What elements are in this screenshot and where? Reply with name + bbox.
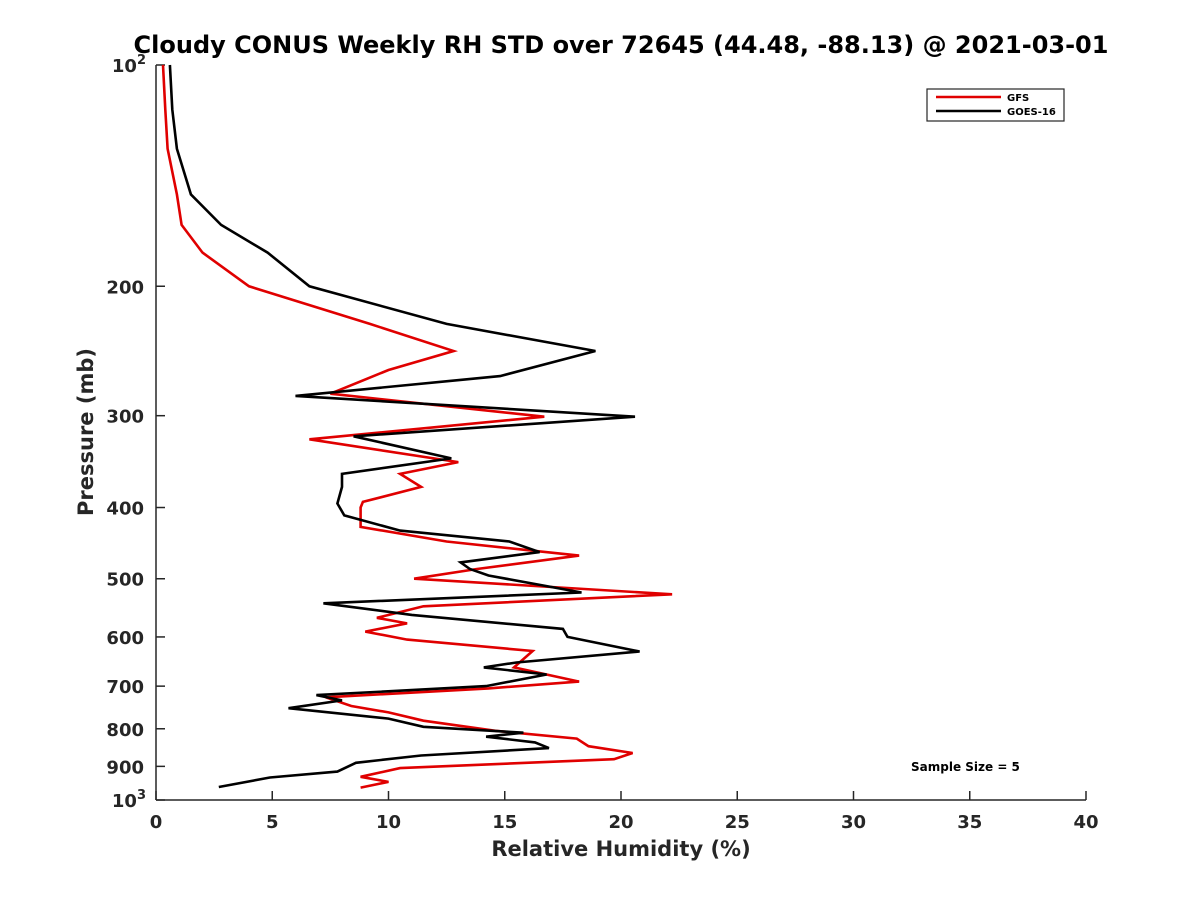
y-tick-label: 103 [112,788,146,812]
y-axis-label: Pressure (mb) [74,348,98,516]
legend: GFS GOES-16 [926,88,1065,122]
series-line-goes-16 [168,64,640,789]
y-tick-label: 700 [106,677,144,698]
y-tick-label: 102 [112,53,146,77]
x-tick-label: 25 [725,812,750,833]
y-tick-label: 500 [106,570,144,591]
plot-area: 0 5 10 15 20 25 30 35 40 102 200 300 400 500 600 700 80… [106,53,1098,833]
legend-label: GFS [1007,93,1029,104]
chart-title: Cloudy CONUS Weekly RH STD over 72645 (4… [134,31,1109,59]
y-axis-ticks: 102 200 300 400 500 600 700 800 900 103 [106,53,165,812]
x-tick-label: 0 [150,812,163,833]
x-tick-label: 30 [841,812,866,833]
legend-box [926,88,1065,122]
x-tick-label: 20 [608,812,633,833]
x-axis-label: Relative Humidity (%) [491,837,750,861]
y-tick-label: 400 [106,499,144,520]
x-tick-label: 5 [266,812,279,833]
y-tick-label: 300 [106,407,144,428]
x-tick-label: 35 [957,812,982,833]
sample-size-annotation: Sample Size = 5 [911,760,1020,774]
x-tick-label: 15 [492,812,517,833]
y-tick-label: 900 [106,757,144,778]
legend-label: GOES-16 [1007,107,1056,118]
y-tick-label: 600 [106,628,144,649]
series-line-gfs [161,64,673,789]
y-tick-label: 200 [106,277,144,298]
x-tick-label: 40 [1073,812,1098,833]
series-group [161,64,673,789]
x-axis-ticks: 0 5 10 15 20 25 30 35 40 [150,791,1099,833]
x-tick-label: 10 [376,812,401,833]
y-tick-label: 800 [106,720,144,741]
